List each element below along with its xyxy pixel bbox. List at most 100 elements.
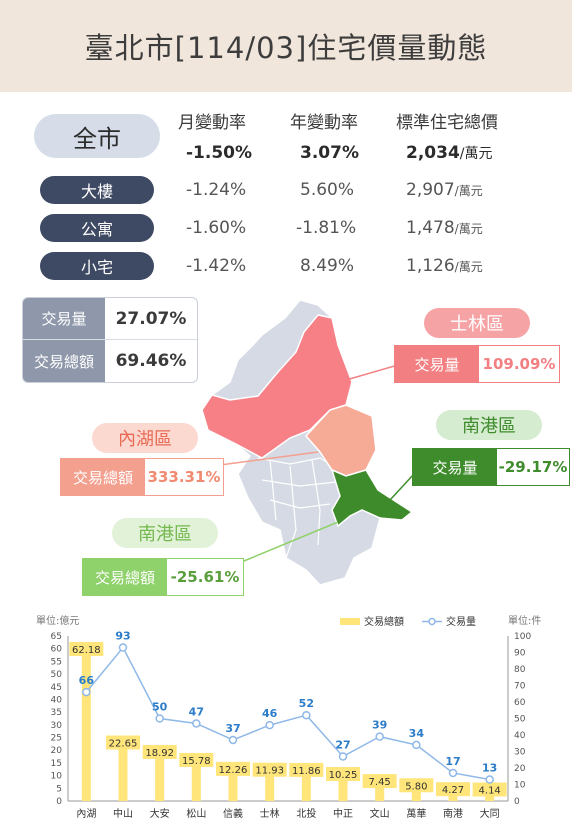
shilin-callout: 交易量 109.09% <box>394 345 560 383</box>
bar-label-bg <box>326 766 360 781</box>
left-tick-label: 15 <box>51 759 62 769</box>
bar-label-bg <box>289 762 324 777</box>
legend-line-label: 交易量 <box>446 615 476 628</box>
col-monthly-header: 月變動率 <box>178 113 246 133</box>
apartment-yearly-value: -1.81% <box>296 218 357 238</box>
nangang-district <box>330 468 414 528</box>
right-tick-label: 40 <box>514 731 526 741</box>
right-tick-label: 20 <box>514 764 526 774</box>
bar-data-label: 22.65 <box>109 739 138 750</box>
left-tick-label: 40 <box>51 695 63 705</box>
right-tick-label: 60 <box>514 698 526 708</box>
line-point <box>412 740 421 750</box>
left-tick-label: 0 <box>56 797 62 807</box>
line-data-label: 46 <box>262 707 278 720</box>
line-data-label: 50 <box>152 701 168 714</box>
left-tick-label: 60 <box>51 645 63 655</box>
line-point <box>375 732 384 741</box>
line-point <box>192 719 201 728</box>
bar <box>155 752 165 801</box>
col-yearly-header: 年變動率 <box>290 113 358 133</box>
district-map: 士林區 交易量 109.09% 內湖區 交易總額 333.31% 南港區 交易量… <box>0 290 572 600</box>
category-label: 大同 <box>480 807 500 820</box>
line-point <box>118 643 128 652</box>
right-tick-label: 90 <box>514 649 526 659</box>
amount-value: 69.46% <box>115 351 187 371</box>
city-yearly-value: 3.07% <box>300 143 359 163</box>
right-tick-label: 10 <box>514 781 526 791</box>
left-tick-label: 65 <box>51 632 62 642</box>
page-title: 臺北市[114/03]住宅價量動態 <box>84 31 488 65</box>
right-tick-label: 30 <box>514 748 526 758</box>
shilin-district <box>201 314 353 459</box>
line-data-label: 13 <box>482 762 497 775</box>
bar-data-label: 18.92 <box>145 748 174 759</box>
shilin-connector <box>345 364 399 381</box>
category-label: 中山 <box>113 807 133 820</box>
transaction-summary: 交易量 27.07% 交易總額 69.46% <box>22 297 198 383</box>
small-price-value: 1,126/萬元 <box>406 256 483 276</box>
row-label-small-unit: 小宅 <box>40 252 154 280</box>
neihu-callout-value: 333.31% <box>147 468 221 486</box>
category-label: 南港 <box>443 807 463 820</box>
building-monthly-value: -1.24% <box>186 180 247 200</box>
chart-svg: 0 5 10 15 20 25 30 35 40 45 50 55 60 65 0 10 20 30 40 50 60 7… <box>36 614 541 820</box>
line-point <box>448 768 458 778</box>
right-tick-label: 100 <box>514 632 531 642</box>
neihu-district-pill: 內湖區 <box>92 423 198 453</box>
line-data-label: 93 <box>115 630 130 643</box>
right-tick-label: 0 <box>514 797 520 807</box>
shilin-callout-value: 109.09% <box>482 355 556 373</box>
line-data-label: 17 <box>445 755 460 768</box>
line-data-label: 37 <box>225 722 240 735</box>
bar <box>81 643 91 801</box>
left-tick-label: 50 <box>51 670 63 680</box>
building-price-value: 2,907/萬元 <box>406 180 483 200</box>
nangang-volume-callout-label: 交易量 <box>413 449 497 485</box>
line-data-label: 52 <box>299 697 314 710</box>
right-axis-unit: 單位:件 <box>508 614 541 627</box>
row-label-building: 大樓 <box>40 176 154 204</box>
legend-bar-swatch <box>340 618 360 625</box>
category-label: 中正 <box>333 807 353 820</box>
category-label: 文山 <box>370 807 390 820</box>
bar-label-bg <box>179 752 214 767</box>
bar-label-bg <box>436 782 470 797</box>
nangang-amount-connector <box>243 521 339 562</box>
shilin-district-pill: 士林區 <box>424 308 530 338</box>
left-tick-label: 55 <box>51 657 62 667</box>
bar-data-label: 11.93 <box>255 766 284 777</box>
bar-data-label: 15.78 <box>182 756 211 767</box>
volume-value: 27.07% <box>115 308 187 329</box>
bar <box>338 774 348 801</box>
small-yearly-value: 8.49% <box>300 256 355 276</box>
line-data-label: 27 <box>335 738 350 751</box>
line-data-label: 47 <box>189 705 204 718</box>
left-tick-label: 35 <box>51 708 62 718</box>
line-point <box>485 775 494 784</box>
left-tick-label: 30 <box>51 721 63 731</box>
volume-label: 交易量 <box>23 298 105 339</box>
line-data-label: 39 <box>372 719 387 732</box>
bar-label-bg <box>69 642 104 656</box>
district-transaction-chart: 0 5 10 15 20 25 30 35 40 45 50 55 60 65 0 10 20 30 40 50 60 7… <box>0 608 572 827</box>
bar <box>375 782 385 801</box>
bar <box>265 770 275 801</box>
nangang-volume-callout-value: -29.17% <box>498 458 568 476</box>
line-point <box>155 714 164 723</box>
bar-label-bg <box>216 761 250 776</box>
bar-data-label: 10.25 <box>329 770 358 781</box>
line-point <box>338 752 348 761</box>
apartment-price-value: 1,478/萬元 <box>406 218 483 238</box>
bar <box>118 743 128 801</box>
left-tick-label: 10 <box>51 772 63 782</box>
amount-row: 交易總額 69.46% <box>23 340 197 382</box>
bar-label-bg <box>399 778 434 793</box>
bar-label-bg <box>106 735 140 750</box>
bar-data-label: 4.14 <box>479 785 501 796</box>
left-tick-label: 5 <box>56 784 62 794</box>
left-tick-label: 20 <box>51 746 63 756</box>
line-data-label: 66 <box>79 674 95 687</box>
neihu-callout-label: 交易總額 <box>61 459 145 495</box>
nangang-amount-callout-value: -25.61% <box>170 568 240 586</box>
